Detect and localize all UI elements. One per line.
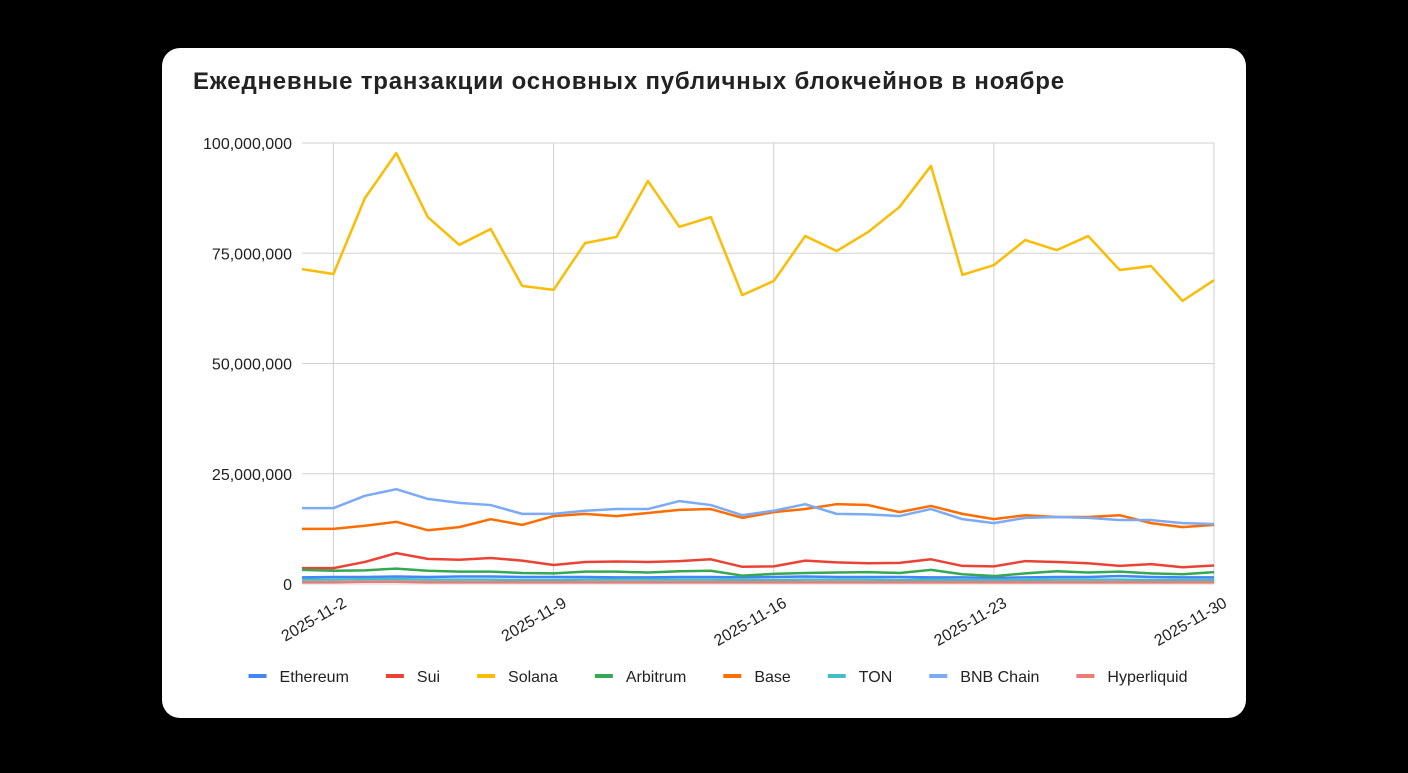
y-tick-label: 0 (283, 577, 292, 594)
y-tick-label: 75,000,000 (212, 246, 292, 263)
legend-label: Hyperliquid (1107, 669, 1187, 686)
legend-label: Sui (417, 669, 440, 686)
legend-label: TON (859, 669, 892, 686)
legend-label: BNB Chain (960, 669, 1039, 686)
chart-title: Ежедневные транзакции основных публичных… (193, 68, 1065, 95)
y-tick-label: 50,000,000 (212, 357, 292, 374)
series-line (302, 579, 1214, 580)
legend-label: Solana (508, 669, 558, 686)
series-line (302, 576, 1214, 578)
legend-label: Base (754, 669, 791, 686)
y-tick-label: 100,000,000 (203, 136, 292, 153)
legend-label: Ethereum (280, 669, 349, 686)
y-tick-label: 25,000,000 (212, 467, 292, 484)
legend-label: Arbitrum (626, 669, 686, 686)
